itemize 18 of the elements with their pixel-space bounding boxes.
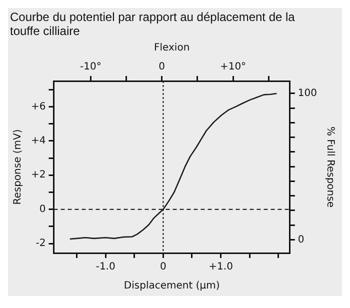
x2-tick-label: -10°: [80, 62, 102, 73]
y2-tick-label: 100: [298, 88, 318, 100]
y2-axis-title: % Full Response: [324, 126, 336, 208]
y-tick-label: 0: [39, 204, 46, 215]
x2-axis-title: Flexion: [154, 42, 190, 54]
y-tick-label: +4: [30, 135, 46, 146]
x2-tick-label: +10°: [220, 62, 246, 73]
x-tick-label: 0: [160, 262, 166, 273]
x-tick-label: -1.0: [96, 262, 116, 273]
y-tick-label: -2: [36, 238, 46, 250]
y-tick-label: +6: [30, 101, 46, 112]
chart-title: Courbe du potentiel par rapport au déplacement de la touffe cilliaire: [9, 9, 296, 38]
x2-tick-label: 0: [158, 62, 166, 73]
y-axis-title: Response (mV): [12, 129, 24, 205]
x-axis-title: Displacement (µm): [124, 280, 220, 292]
x-tick-label: +1.0: [208, 262, 233, 273]
y2-tick-label: 0: [298, 234, 304, 246]
y-tick-label: +2: [30, 170, 46, 181]
